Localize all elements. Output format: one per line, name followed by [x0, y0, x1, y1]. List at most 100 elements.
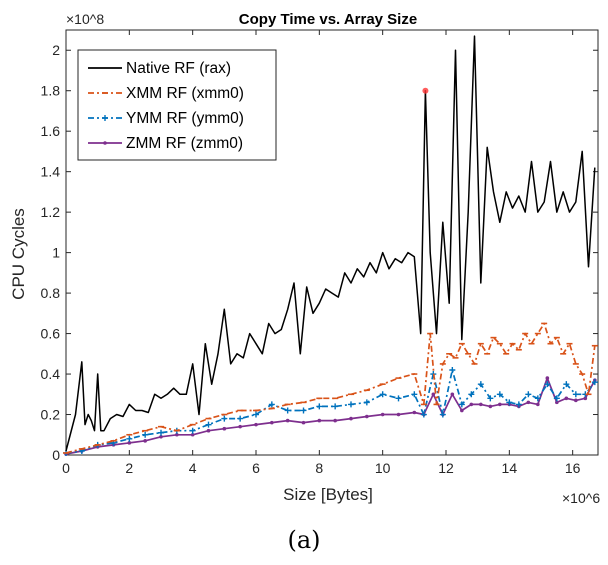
series-marker: [553, 395, 560, 402]
series-line: [65, 369, 596, 454]
x-axis-multiplier: ×10^6: [562, 490, 600, 506]
series-marker: [412, 410, 417, 415]
series-marker: [379, 391, 386, 398]
legend: Native RF (rax) XMM RF (xmm0) YMM RF (ymm0…: [77, 49, 277, 161]
y-tick-label: 2: [52, 42, 60, 58]
series-marker: [190, 432, 195, 437]
chart-title: Copy Time vs. Array Size: [239, 11, 417, 28]
series-marker: [126, 435, 133, 442]
series-marker: [221, 415, 228, 422]
y-tick-label: 1: [52, 245, 60, 261]
axes: 0 2 4 6 8 10 12 14 16 0 0.2 0.4 0.6 0.8 1 1.2 1.4 1.6 1.8 2: [41, 29, 599, 476]
x-tick-label: 6: [252, 460, 260, 476]
series-marker: [555, 400, 559, 405]
series-marker: [300, 407, 307, 414]
series-1: [63, 322, 598, 454]
y-axis-multiplier: ×10^8: [66, 11, 104, 27]
series-0: [65, 35, 596, 452]
y-tick-label: 0.8: [41, 285, 61, 301]
highlight-point: [422, 87, 429, 94]
x-tick-label: 8: [315, 460, 323, 476]
series-marker: [545, 376, 550, 380]
legend-label: YMM RF (ymm0): [126, 110, 244, 127]
series-marker: [498, 402, 502, 407]
series-marker: [544, 381, 551, 388]
series-marker: [487, 395, 494, 402]
series-marker: [238, 424, 242, 429]
series-marker: [477, 381, 484, 388]
series-marker: [439, 411, 446, 418]
series-marker: [268, 401, 275, 408]
series-marker: [526, 400, 531, 405]
series-marker: [175, 432, 179, 437]
series-marker: [301, 420, 306, 425]
series-marker: [284, 407, 291, 414]
legend-label: Native RF (rax): [126, 60, 231, 77]
x-tick-label: 16: [565, 460, 581, 476]
series-marker: [469, 402, 474, 407]
y-tick-label: 0: [52, 447, 60, 463]
series-marker: [158, 429, 164, 436]
series-marker: [449, 367, 456, 373]
y-tick-label: 1.8: [41, 83, 61, 99]
series-marker: [515, 401, 522, 408]
series-group: [63, 35, 598, 456]
legend-entry-0: Native RF (rax): [88, 60, 231, 77]
series-marker: [420, 411, 427, 418]
x-axis-label: Size [Bytes]: [283, 485, 373, 504]
series-marker: [574, 398, 578, 403]
series-marker: [102, 115, 108, 121]
plot-area-box: [65, 29, 599, 456]
series-marker: [488, 404, 493, 409]
series-marker: [591, 379, 598, 386]
y-tick-label: 1.4: [41, 164, 61, 180]
series-marker: [536, 402, 540, 407]
series-marker: [285, 418, 290, 423]
figure-caption: (a): [287, 526, 320, 554]
series-marker: [142, 431, 149, 438]
series-marker: [206, 428, 211, 433]
y-axis-label: CPU Cycles: [9, 208, 28, 300]
series-marker: [572, 391, 579, 398]
series-marker: [205, 421, 212, 428]
y-tick-label: 0.6: [41, 326, 61, 342]
legend-label: ZMM RF (zmm0): [126, 135, 243, 152]
series-marker: [395, 395, 402, 402]
series-marker: [450, 392, 455, 397]
series-marker: [431, 392, 436, 397]
x-tick-label: 10: [375, 460, 391, 476]
legend-entry-2: YMM RF (ymm0): [88, 110, 244, 127]
series-marker: [583, 396, 588, 401]
series-marker: [468, 391, 475, 398]
series-marker: [348, 401, 354, 408]
y-tick-label: 0.2: [41, 407, 61, 423]
series-marker: [103, 141, 107, 145]
series-marker: [143, 439, 147, 443]
series-line: [65, 35, 596, 452]
series-marker: [525, 391, 532, 398]
series-marker: [127, 441, 132, 445]
x-tick-label: 12: [438, 460, 454, 476]
series-marker: [460, 408, 464, 413]
legend-entry-3: ZMM RF (zmm0): [88, 135, 243, 152]
series-marker: [563, 381, 570, 388]
series-marker: [333, 418, 337, 423]
series-marker: [222, 426, 227, 431]
series-marker: [496, 391, 503, 398]
series-marker: [564, 396, 569, 401]
x-tick-label: 14: [502, 460, 518, 476]
series-marker: [458, 401, 465, 408]
series-marker: [189, 427, 196, 434]
series-3: [64, 376, 597, 456]
series-marker: [380, 412, 385, 417]
series-marker: [317, 418, 322, 423]
series-marker: [332, 403, 339, 410]
series-marker: [411, 391, 418, 398]
x-tick-label: 4: [189, 460, 197, 476]
series-marker: [396, 412, 401, 417]
series-marker: [506, 399, 513, 406]
legend-label: XMM RF (xmm0): [126, 85, 244, 102]
series-marker: [363, 399, 370, 406]
series-marker: [159, 434, 163, 439]
